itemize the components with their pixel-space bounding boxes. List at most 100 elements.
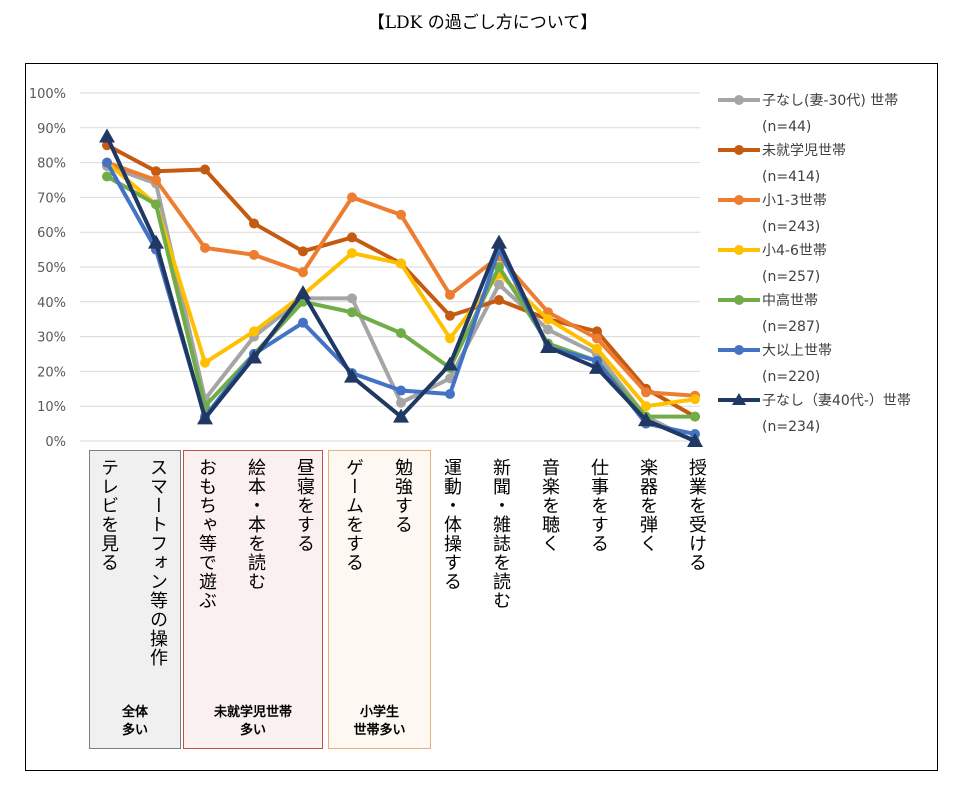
x-tick-label: 昼寝をする (294, 458, 315, 553)
legend-marker (734, 345, 744, 355)
data-point (298, 246, 308, 257)
data-point (249, 249, 259, 260)
legend-marker (732, 393, 746, 405)
legend-label: 中高世帯 (762, 292, 818, 309)
x-tick-label: おもちゃ等で遊ぶ (196, 458, 217, 610)
y-tick-label: 40% (37, 296, 66, 311)
legend-label: 子なし（妻40代-）世帯 (762, 393, 911, 409)
data-point (249, 326, 259, 337)
x-tick-label: 勉強する (392, 458, 413, 534)
x-tick-label: テレビを見る (98, 458, 119, 572)
data-point (200, 242, 210, 253)
data-point (249, 218, 259, 229)
group-box-overall: 全体 多い (89, 450, 181, 749)
chart-title: 【LDK の過ごし方について】 (367, 13, 598, 33)
data-point (344, 368, 360, 383)
data-point (102, 157, 112, 168)
data-point (491, 234, 507, 249)
y-tick-label: 30% (37, 331, 66, 346)
group-box-preschool: 未就学児世帯 多い (183, 450, 323, 749)
data-point (151, 166, 161, 177)
data-point (690, 394, 700, 405)
legend-count: (n=243) (762, 219, 820, 235)
data-point (151, 175, 161, 185)
data-point (396, 385, 406, 396)
data-point (690, 411, 700, 422)
data-point (396, 397, 406, 408)
data-point (347, 307, 357, 318)
data-point (589, 359, 605, 374)
data-point (494, 295, 504, 306)
data-point (543, 314, 553, 325)
legend-count: (n=257) (762, 269, 820, 285)
x-tick-label: 絵本・本を読む (245, 458, 266, 591)
legend-label: 大以上世帯 (762, 343, 832, 359)
chart-frame (25, 63, 938, 771)
data-point (445, 333, 455, 344)
data-point (592, 326, 602, 337)
y-tick-label: 20% (37, 365, 66, 380)
data-point (445, 289, 455, 300)
data-point (197, 410, 213, 425)
legend-label: 小1-3世帯 (762, 193, 827, 209)
legend-count: (n=414) (762, 169, 820, 185)
data-point (396, 258, 406, 269)
data-point (347, 192, 357, 203)
x-tick-label: 授業を受ける (686, 458, 707, 572)
y-tick-label: 50% (37, 261, 66, 276)
data-point (347, 248, 357, 259)
data-point (298, 317, 308, 328)
data-point (295, 285, 311, 300)
y-tick-label: 90% (37, 122, 66, 137)
legend-count: (n=220) (762, 369, 820, 385)
data-point (540, 339, 556, 354)
data-point (99, 128, 115, 143)
x-tick-label: 仕事をする (588, 458, 609, 553)
x-tick-label: 運動・体操する (441, 458, 462, 591)
data-point (148, 234, 164, 249)
x-tick-label: 音楽を聴く (539, 458, 560, 553)
data-point (347, 232, 357, 243)
y-tick-label: 80% (37, 157, 66, 172)
x-tick-label: スマートフォン等の操作 (147, 458, 168, 667)
y-tick-label: 100% (29, 87, 66, 102)
data-point (543, 324, 553, 335)
data-point (592, 333, 602, 344)
y-tick-label: 10% (37, 400, 66, 415)
data-point (298, 267, 308, 278)
data-point (641, 401, 651, 412)
group-box-elementary: 小学生 世帯多い (328, 450, 431, 749)
legend-count: (n=287) (762, 319, 820, 335)
x-tick-label: ゲームをする (343, 458, 364, 572)
data-point (200, 357, 210, 368)
data-point (638, 412, 654, 427)
data-point (396, 209, 406, 220)
legend-count: (n=234) (762, 419, 820, 435)
legend-count: (n=44) (762, 119, 811, 135)
x-tick-label: 楽器を弾く (637, 458, 658, 553)
y-tick-label: 60% (37, 226, 66, 241)
data-point (347, 293, 357, 304)
data-point (687, 433, 703, 447)
data-point (445, 389, 455, 400)
legend-label: 小4-6世帯 (762, 243, 827, 259)
data-point (393, 408, 409, 423)
data-point (445, 310, 455, 321)
data-point (151, 199, 161, 210)
group-label: 未就学児世帯 多い (213, 705, 292, 738)
legend-marker (734, 295, 744, 305)
group-label: 小学生 世帯多い (353, 705, 406, 738)
data-point (396, 328, 406, 339)
legend-marker (734, 245, 744, 255)
x-tick-label: 新聞・雑誌を読む (490, 458, 511, 610)
data-point (246, 349, 262, 364)
legend-marker (734, 95, 744, 105)
group-label: 全体 多い (121, 705, 148, 738)
y-tick-label: 70% (37, 191, 66, 206)
legend-marker (734, 195, 744, 205)
data-point (494, 262, 504, 272)
data-point (641, 387, 651, 398)
data-point (102, 171, 112, 182)
data-point (494, 279, 504, 290)
